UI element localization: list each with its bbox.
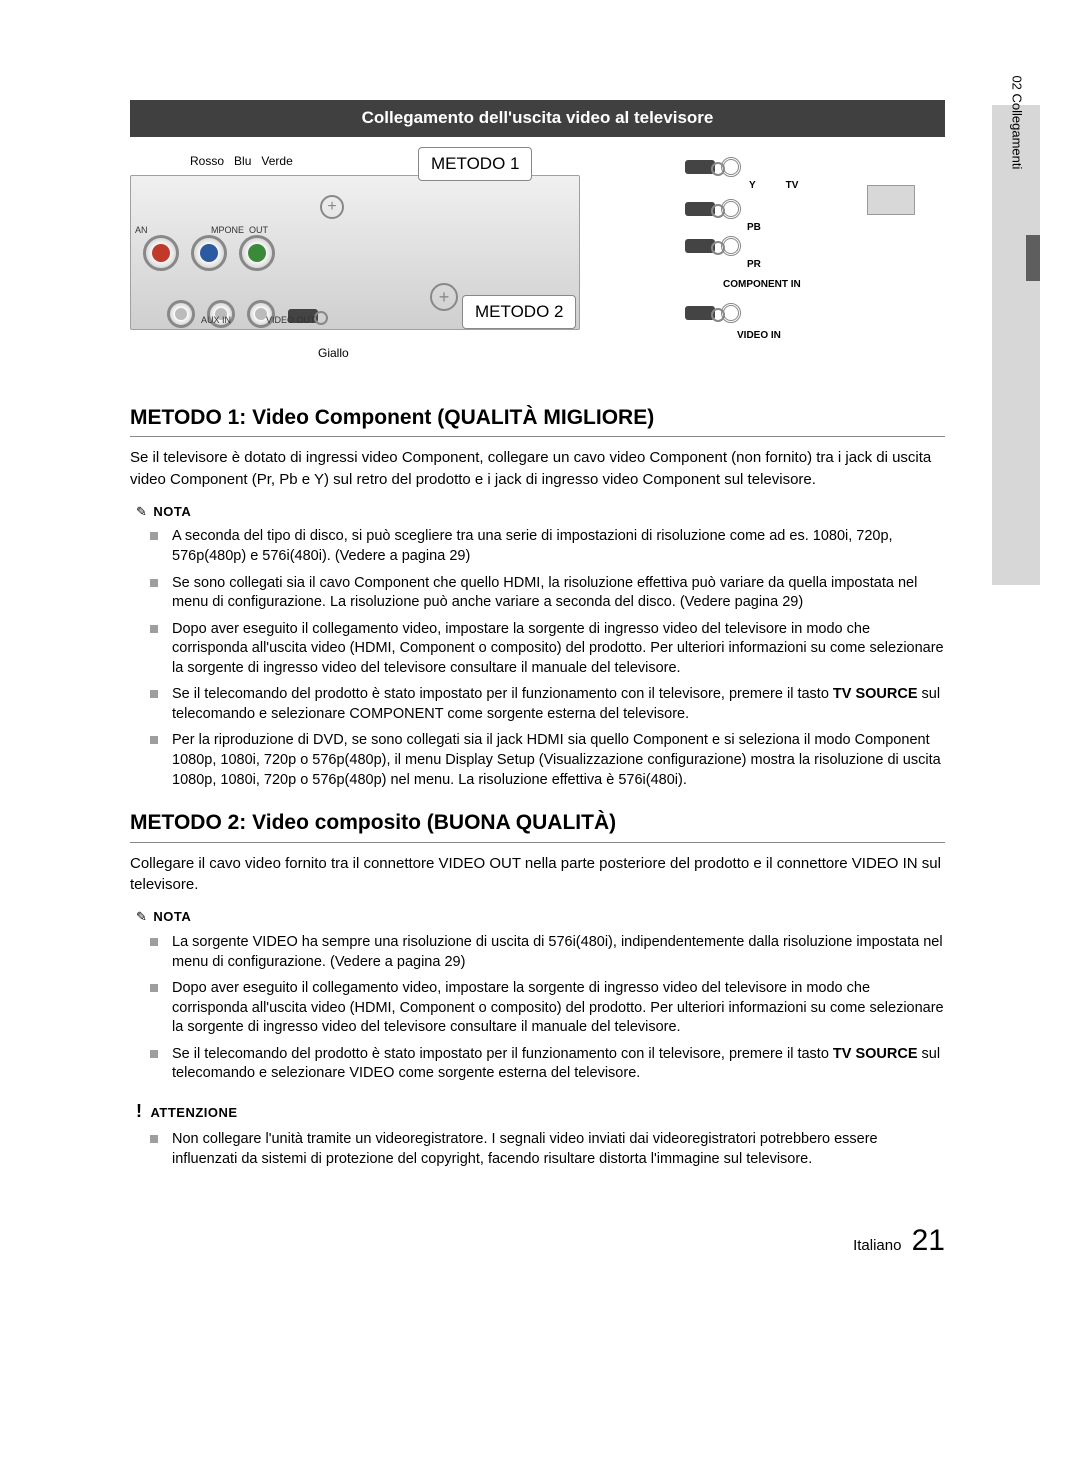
jack-aux-r bbox=[167, 300, 195, 328]
chapter-tab: 02 Collegamenti bbox=[992, 105, 1040, 585]
footer-page-number: 21 bbox=[912, 1224, 945, 1257]
method1-intro: Se il televisore è dotato di ingressi vi… bbox=[130, 447, 945, 491]
method1-note: A seconda del tipo di disco, si può sceg… bbox=[172, 527, 945, 566]
method2-intro: Collegare il cavo video fornito tra il c… bbox=[130, 853, 945, 897]
method1-pill: METODO 1 bbox=[418, 147, 532, 182]
page-footer: Italiano 21 bbox=[130, 1219, 945, 1263]
tv-label-tv: TV bbox=[786, 179, 799, 194]
tv-label-component-in: COMPONENT IN bbox=[723, 278, 915, 293]
method1-nota-label: NOTA bbox=[136, 503, 945, 522]
method1-note: Per la riproduzione di DVD, se sono coll… bbox=[172, 731, 945, 790]
method1-note: Se il telecomando del prodotto è stato i… bbox=[172, 685, 945, 724]
label-blu: Blu bbox=[234, 153, 251, 170]
tv-label-pb: PB bbox=[747, 221, 915, 236]
tv-icon bbox=[867, 185, 915, 215]
chapter-tab-marker bbox=[1026, 235, 1040, 281]
method2-heading: METODO 2: Video composito (BUONA QUALITÀ… bbox=[130, 808, 945, 842]
tv-plug-y bbox=[685, 160, 715, 174]
attention-list: Non collegare l'unità tramite un videore… bbox=[130, 1130, 945, 1169]
jack-component-r bbox=[143, 235, 179, 271]
tv-plug-pb bbox=[685, 202, 715, 216]
label-aux-in: AUX IN bbox=[201, 314, 231, 327]
tv-label-y: Y bbox=[749, 179, 756, 194]
tv-label-pr: PR bbox=[747, 258, 915, 273]
section-banner: Collegamento dell'uscita video al televi… bbox=[130, 100, 945, 137]
method2-pill: METODO 2 bbox=[462, 295, 576, 330]
cable-color-labels: Rosso Blu Verde bbox=[190, 153, 293, 170]
method2-note: Se il telecomando del prodotto è stato i… bbox=[172, 1045, 945, 1084]
tv-plug-video bbox=[685, 306, 715, 320]
attention-label: ATTENZIONE bbox=[136, 1098, 945, 1124]
tv-plug-pr bbox=[685, 239, 715, 253]
footer-lang: Italiano bbox=[853, 1237, 901, 1254]
label-video-out: VIDEO OUT bbox=[266, 314, 316, 327]
method1-heading: METODO 1: Video Component (QUALITÀ MIGLI… bbox=[130, 403, 945, 437]
ferrite-icon: + bbox=[430, 283, 458, 311]
jack-component-b bbox=[191, 235, 227, 271]
method1-note: Se sono collegati sia il cavo Component … bbox=[172, 574, 945, 613]
method1-notes: A seconda del tipo di disco, si può sceg… bbox=[130, 527, 945, 790]
attention-item: Non collegare l'unità tramite un videore… bbox=[172, 1130, 945, 1169]
label-giallo: Giallo bbox=[318, 345, 349, 362]
method2-notes: La sorgente VIDEO ha sempre una risoluzi… bbox=[130, 933, 945, 1084]
method2-nota-label: NOTA bbox=[136, 908, 945, 927]
method2-note: La sorgente VIDEO ha sempre una risoluzi… bbox=[172, 933, 945, 972]
method1-note: Dopo aver eseguito il collegamento video… bbox=[172, 620, 945, 679]
ferrite-icon: + bbox=[320, 195, 344, 219]
connection-diagram: Rosso Blu Verde AN MPONE OUT bbox=[130, 145, 945, 375]
label-verde: Verde bbox=[261, 153, 292, 170]
jack-component-y bbox=[239, 235, 275, 271]
chapter-tab-label: 02 Collegamenti bbox=[1007, 75, 1026, 169]
tv-label-video-in: VIDEO IN bbox=[737, 329, 915, 344]
label-rosso: Rosso bbox=[190, 153, 224, 170]
method2-note: Dopo aver eseguito il collegamento video… bbox=[172, 979, 945, 1038]
tv-inputs: Y TV PB PR COMPONENT IN VIDEO IN bbox=[685, 157, 915, 344]
